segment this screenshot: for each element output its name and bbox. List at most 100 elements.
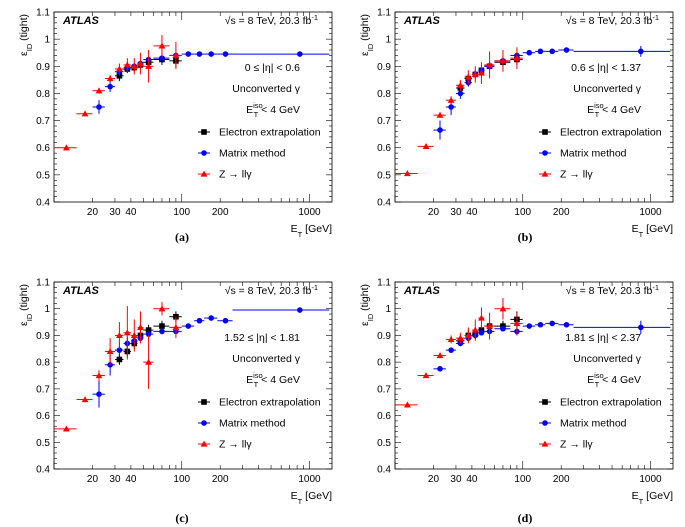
x-axis-title-base: E: [291, 490, 298, 502]
y-tick-label: 0.5: [36, 170, 50, 181]
y-tick-label: 0.6: [36, 143, 50, 154]
chart-panel-3: 0.40.50.60.70.80.911.120 30 40 100 200 1000ET…: [18, 278, 333, 506]
x-tick-label: 30: [109, 207, 121, 218]
energy-label-exponent: -1: [652, 13, 659, 22]
y-axis-title: εID (tight): [359, 284, 375, 326]
x-tick-label: 100: [173, 207, 190, 218]
legend-entry: Matrix method: [198, 148, 286, 160]
y-tick-label: 1.1: [377, 278, 391, 289]
data-point: [159, 55, 165, 61]
data-point: [436, 352, 444, 359]
isolation-cut-sup: iso: [594, 371, 604, 380]
data-point: [159, 328, 165, 335]
x-tick-label: 40: [466, 474, 478, 485]
y-axis-title-sub: ID: [25, 313, 34, 321]
series-circle: [92, 307, 330, 408]
data-point: [297, 51, 303, 57]
isolation-cut-base: E: [246, 104, 253, 116]
data-point: [137, 324, 144, 331]
plot-frame: [394, 281, 674, 470]
x-axis-title-base: E: [632, 223, 639, 235]
data-point: [448, 104, 454, 110]
legend-entry: Z → llγ: [198, 169, 252, 181]
data-point: [81, 110, 89, 117]
x-tick-label: 20: [87, 207, 99, 218]
y-tick-label: 1: [44, 304, 50, 315]
data-point: [447, 96, 455, 103]
data-point: [115, 332, 123, 339]
data-point: [145, 327, 152, 333]
isolation-cut-base: E: [246, 374, 253, 386]
series-circle: [433, 45, 671, 140]
y-tick-label: 0.4: [36, 198, 50, 209]
data-point: [478, 69, 485, 76]
energy-label: √s = 8 TeV, 20.3 fb-1: [225, 283, 318, 298]
data-point: [208, 51, 214, 57]
isolation-cut-label: Eiso T < 4 GeV: [246, 101, 300, 119]
atlas-label: ATLAS: [403, 15, 441, 27]
data-point: [196, 317, 203, 324]
data-point: [116, 347, 123, 353]
plot-frame: [53, 11, 333, 203]
data-point: [159, 323, 165, 329]
energy-label-text: √s = 8 TeV, 20.3 fb: [225, 15, 312, 27]
data-point: [513, 54, 521, 61]
y-tick-label: 0.8: [36, 358, 50, 369]
isolation-cut-sup: iso: [253, 371, 263, 380]
energy-label: √s = 8 TeV, 20.3 fb-1: [566, 283, 659, 298]
data-point: [145, 358, 152, 365]
data-point: [464, 332, 472, 339]
data-point: [106, 75, 114, 82]
x-tick-label: 1000: [639, 207, 662, 218]
y-tick-label: 1: [385, 35, 391, 46]
data-point: [437, 366, 443, 372]
isolation-cut-rest: < 4 GeV: [258, 374, 300, 386]
data-point: [499, 57, 507, 64]
conversion-label: Unconverted γ: [573, 83, 641, 95]
isolation-cut-sub: T: [595, 380, 600, 389]
legend-entry: Matrix method: [198, 418, 286, 430]
data-point: [457, 90, 464, 97]
legend-label: Matrix method: [219, 418, 286, 430]
data-point: [123, 61, 131, 68]
y-tick-label: 0.5: [377, 438, 391, 449]
data-point: [196, 51, 203, 57]
data-point: [513, 320, 521, 327]
legend-label: Electron extrapolation: [560, 397, 662, 409]
y-tick-label: 0.5: [377, 170, 391, 181]
data-point: [500, 325, 506, 332]
legend-entry: Z → llγ: [198, 439, 252, 451]
isolation-cut-label: Eiso T < 4 GeV: [246, 371, 300, 389]
data-point: [96, 391, 102, 398]
data-point: [158, 42, 166, 49]
isolation-cut-sub: T: [254, 110, 259, 119]
data-point: [222, 51, 229, 57]
isolation-cut-rest: < 4 GeV: [258, 104, 300, 116]
legend-entry: Electron extrapolation: [539, 127, 662, 139]
x-tick-label: 200: [212, 207, 229, 218]
y-tick-label: 0.8: [36, 89, 50, 100]
x-axis-title-rest: [GeV]: [643, 223, 673, 235]
data-point: [116, 356, 123, 363]
y-tick-label: 0.7: [36, 384, 50, 395]
x-tick-label: 20: [87, 474, 99, 485]
x-tick-label: 100: [514, 207, 531, 218]
x-tick-label: 30: [450, 474, 462, 485]
y-tick-label: 1.1: [36, 278, 50, 289]
energy-label-exponent: -1: [311, 283, 318, 292]
isolation-cut-base: E: [587, 374, 594, 386]
data-point: [107, 362, 113, 368]
legend-entry: Matrix method: [539, 418, 627, 430]
data-point: [130, 62, 138, 69]
y-tick-label: 0.7: [36, 116, 50, 127]
y-tick-label: 0.9: [377, 62, 391, 73]
data-point: [106, 348, 114, 355]
legend-label: Electron extrapolation: [219, 397, 321, 409]
legend-marker: [200, 440, 208, 447]
y-axis-title-base: ε: [18, 321, 30, 326]
y-tick-label: 1: [385, 304, 391, 315]
y-tick-label: 0.4: [36, 465, 50, 476]
data-point: [185, 51, 192, 57]
y-axis-title-rest: (tight): [359, 284, 371, 314]
